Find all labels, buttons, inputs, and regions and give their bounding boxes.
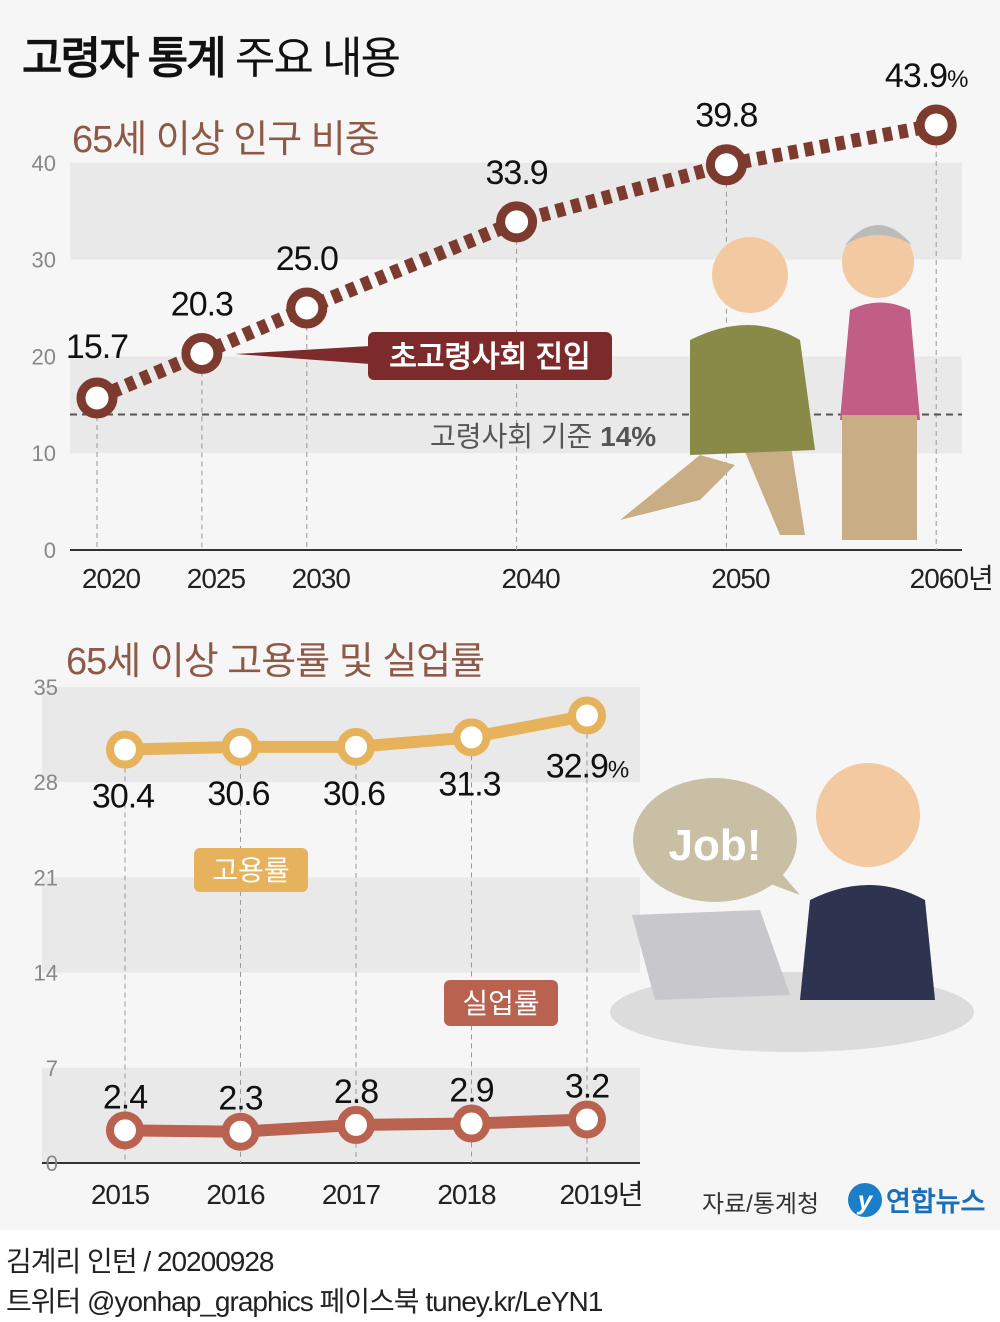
woman-head	[842, 226, 914, 298]
woman-hair	[845, 225, 912, 245]
data-point	[76, 377, 118, 419]
source-text: 자료/통계청	[702, 1191, 820, 1218]
x-tick-label: 2060년	[910, 563, 993, 594]
y-tick-label: 0	[46, 1151, 58, 1176]
data-point	[221, 727, 260, 766]
man-leg	[740, 440, 805, 535]
x-tick-label: 2017	[322, 1179, 381, 1210]
x-tick-label: 2016	[206, 1179, 265, 1210]
legend-tag-employment	[194, 848, 308, 892]
grid-band	[42, 877, 640, 973]
data-point	[286, 287, 328, 329]
worker-head	[816, 763, 920, 867]
yonhap-logo: y 연합뉴스	[848, 1180, 985, 1219]
footer: 김계리 인턴 / 20200928 트위터 @yonhap_graphics 페…	[0, 1230, 1000, 1322]
data-label: 20.3	[171, 285, 233, 323]
x-tick-label: 2025	[187, 563, 246, 594]
x-tick-label: 2030	[292, 563, 351, 594]
worker-sweater	[800, 885, 935, 1000]
y-tick-label: 14	[34, 961, 58, 986]
legend-label-employment: 고용률	[212, 855, 289, 886]
y-tick-label: 7	[46, 1056, 58, 1081]
y-tick-label: 10	[32, 441, 56, 466]
woman-top	[840, 302, 920, 420]
data-point	[337, 1105, 375, 1144]
data-point	[452, 1104, 491, 1143]
logo-mark-icon: y	[848, 1182, 882, 1217]
data-point	[705, 144, 747, 186]
chart1-title: 65세 이상 인구 비중	[72, 119, 380, 161]
x-tick-label: 2015	[91, 1179, 150, 1210]
data-point	[337, 727, 375, 766]
legend-label-unemployment: 실업률	[462, 988, 539, 1019]
annotation-text: 초고령사회 진입	[389, 341, 591, 374]
y-tick-label: 40	[32, 151, 56, 176]
x-tick-label: 2040	[501, 563, 560, 594]
x-tick-label: 2050	[711, 563, 770, 594]
data-label: 30.4	[92, 778, 154, 816]
data-label: 15.7	[66, 328, 128, 366]
series-line	[94, 118, 938, 405]
laptop	[632, 910, 790, 1000]
x-tick-label: 2020	[82, 563, 141, 594]
y-tick-label: 21	[34, 865, 58, 890]
page-title: 고령자 통계 주요 내용	[22, 34, 401, 83]
data-point	[106, 730, 144, 769]
data-label: 2.4	[103, 1078, 147, 1116]
legend-tag-unemployment	[444, 980, 558, 1026]
unit-label: %	[947, 66, 968, 93]
unit-label: %	[608, 757, 629, 784]
data-point	[181, 332, 223, 374]
annotation-pointer	[235, 346, 370, 364]
woman-pants	[842, 415, 917, 540]
data-point	[221, 1112, 260, 1151]
y-tick-label: 30	[32, 248, 56, 273]
data-label: 2.8	[334, 1073, 378, 1111]
data-label: 30.6	[323, 775, 385, 813]
social-text: 트위터 @yonhap_graphics 페이스북 tuney.kr/LeYN1	[6, 1286, 603, 1317]
reference-value: 14%	[600, 421, 656, 452]
man-jacket	[690, 325, 815, 455]
elderly-couple-illustration	[620, 225, 920, 540]
x-tick-label: 2019년	[559, 1179, 642, 1210]
y-tick-label: 28	[34, 770, 58, 795]
data-label: 3.2	[565, 1067, 609, 1105]
y-tick-label: 35	[34, 675, 58, 700]
x-tick-label: 2018	[437, 1179, 496, 1210]
man-leg	[620, 455, 735, 520]
elderly-worker-illustration: Job!	[610, 763, 974, 1052]
reference-label: 고령사회 기준 14%	[430, 421, 656, 452]
chart2-title: 65세 이상 고용률 및 실업률	[66, 641, 485, 683]
data-point	[106, 1111, 144, 1150]
data-label: 39.8	[695, 97, 757, 135]
data-point	[452, 718, 491, 757]
grid-band	[42, 687, 640, 783]
data-label: 31.3	[438, 765, 500, 803]
data-label: 33.9	[486, 154, 548, 192]
data-label: 2.3	[218, 1080, 262, 1118]
data-label: 30.6	[207, 775, 269, 813]
y-tick-label: 0	[44, 538, 56, 563]
data-label: 25.0	[276, 240, 338, 278]
annotation-box	[368, 332, 612, 380]
speech-bubble-tail	[760, 860, 800, 895]
data-point	[915, 104, 957, 146]
man-head	[712, 237, 788, 313]
speech-bubble-text: Job!	[669, 821, 762, 870]
data-label: 43.9%	[885, 57, 968, 95]
y-tick-label: 20	[32, 344, 56, 369]
data-label: 2.9	[449, 1072, 493, 1110]
data-label: 32.9%	[546, 748, 629, 786]
credit-text: 김계리 인턴 / 20200928	[6, 1246, 274, 1277]
data-point	[568, 696, 606, 735]
data-point	[496, 201, 538, 243]
speech-bubble	[633, 778, 797, 902]
data-point	[568, 1100, 606, 1139]
